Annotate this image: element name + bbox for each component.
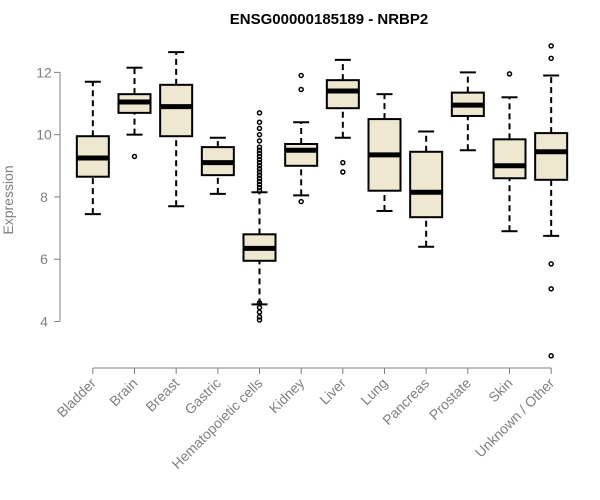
y-tick-label: 12	[36, 64, 52, 80]
box-iqr	[409, 150, 444, 219]
outlier-point	[256, 187, 263, 194]
outlier-point	[256, 163, 263, 169]
outlier-point	[256, 144, 263, 150]
outlier-point	[256, 317, 263, 323]
outlier-point	[256, 169, 263, 175]
outlier-point	[256, 110, 263, 116]
box-breast	[159, 51, 194, 208]
x-tick-label: Bladder	[54, 375, 100, 421]
outlier-point	[256, 125, 263, 132]
outlier-point	[256, 175, 263, 182]
box-liver	[325, 58, 360, 175]
outlier-point	[548, 43, 554, 49]
outlier-point	[256, 172, 263, 178]
box-iqr	[492, 138, 527, 180]
y-tick-label: 4	[40, 314, 48, 330]
outlier-point	[256, 166, 263, 172]
x-tick-label: Breast	[142, 375, 182, 415]
box-iqr	[325, 79, 360, 110]
outlier-point	[256, 178, 263, 185]
outlier-point	[256, 131, 263, 138]
x-tick-label: Kidney	[266, 375, 308, 417]
outlier-point	[298, 198, 304, 205]
outlier-point	[256, 304, 263, 311]
y-axis-label: Expression	[0, 165, 16, 234]
x-tick-label: Unknown / Other	[472, 375, 558, 461]
outlier-point	[548, 353, 554, 359]
box-pancreas	[409, 130, 444, 248]
outlier-point	[506, 71, 513, 77]
outlier-point	[256, 156, 263, 163]
outlier-point	[256, 184, 263, 191]
box-skin	[492, 71, 527, 233]
outlier-point	[256, 150, 263, 157]
outlier-point	[298, 72, 304, 79]
outlier-point	[256, 300, 263, 306]
box-iqr	[284, 143, 319, 167]
x-tick-label: Skin	[485, 375, 516, 406]
x-tick-label: Brain	[106, 375, 140, 409]
y-tick-label: 6	[40, 251, 48, 267]
box-unknown-other	[534, 43, 569, 359]
outlier-point	[256, 147, 263, 153]
outlier-point	[256, 181, 263, 188]
chart-title: ENSG00000185189 - NRBP2	[230, 11, 428, 28]
box-lung	[367, 93, 402, 212]
x-tick-label: Liver	[316, 375, 349, 408]
x-tick-label: Lung	[357, 375, 390, 408]
box-iqr	[534, 132, 569, 181]
outlier-point	[256, 153, 263, 160]
plot-area	[75, 43, 569, 359]
x-tick-label: Prostate	[426, 375, 474, 423]
outlier-point	[548, 286, 554, 292]
outlier-point	[256, 314, 263, 320]
outlier-point	[548, 55, 554, 62]
outlier-point	[340, 169, 346, 175]
box-bladder	[75, 80, 110, 216]
outlier-point	[256, 159, 263, 166]
outlier-point	[298, 86, 304, 93]
box-hematopoietic-cells	[242, 110, 277, 323]
outlier-point	[548, 261, 554, 267]
box-kidney	[284, 72, 319, 205]
box-brain	[117, 66, 152, 160]
outlier-point	[131, 153, 138, 160]
y-axis: 4 6 8 10 12	[36, 64, 61, 330]
box-iqr	[159, 83, 194, 138]
box-prostate	[450, 71, 485, 152]
outlier-point	[340, 159, 346, 166]
y-tick-label: 8	[40, 189, 48, 205]
outlier-point	[256, 309, 263, 315]
outlier-point	[256, 119, 263, 125]
outlier-point	[256, 138, 263, 144]
y-tick-label: 10	[36, 127, 52, 143]
box-gastric	[200, 136, 235, 195]
